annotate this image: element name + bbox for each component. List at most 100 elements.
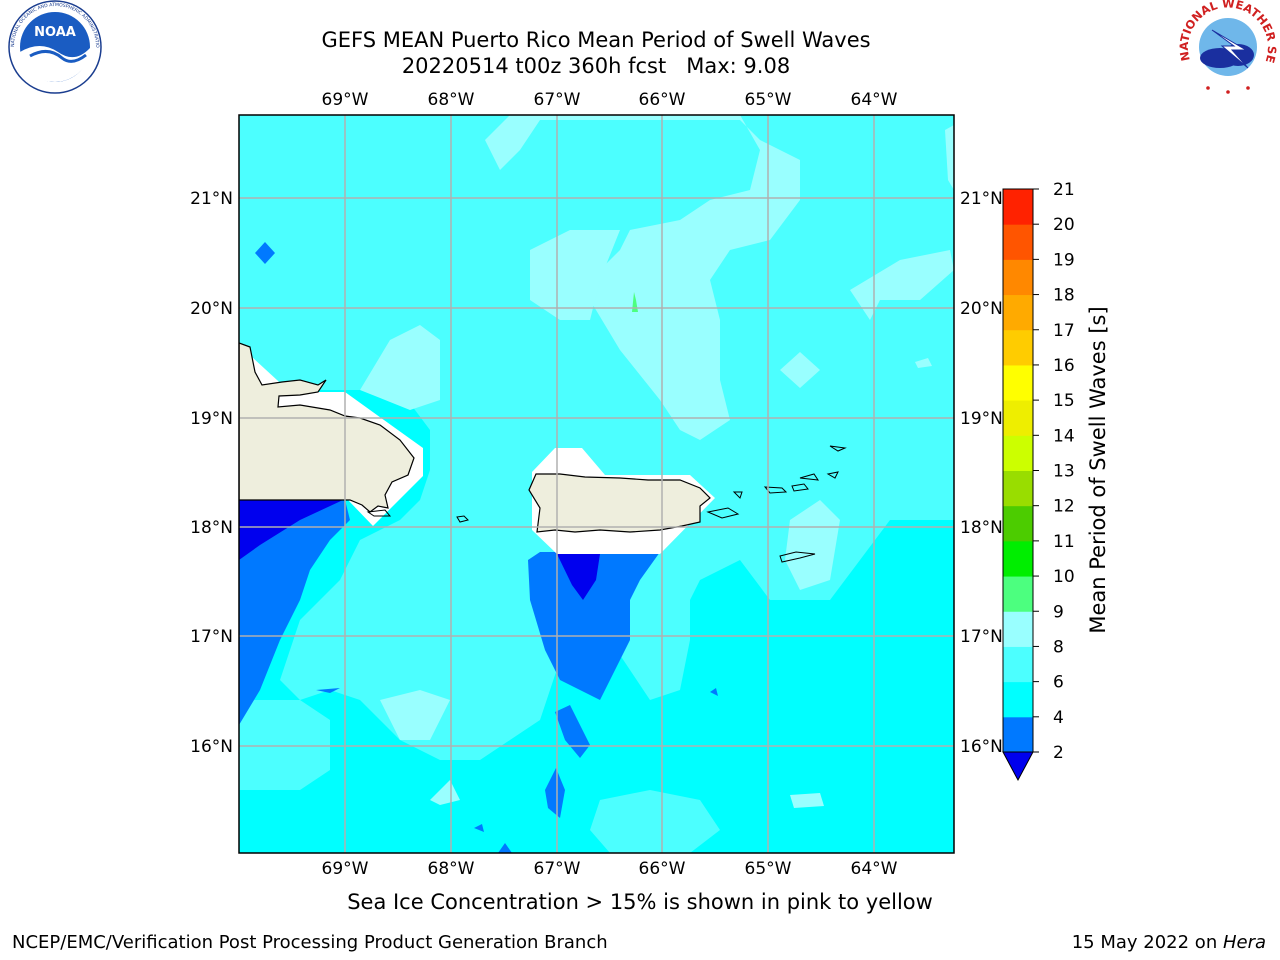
land-island [366, 509, 392, 517]
lon-tick-top: 64°W [851, 90, 898, 110]
gridlines [239, 115, 954, 853]
period-band-8-9 [360, 325, 440, 410]
period-band-8-9 [945, 125, 954, 190]
period-band-2-4 [316, 688, 340, 693]
period-band-8-9 [485, 115, 800, 440]
sea-ice-note: Sea Ice Concentration > 15% is shown in … [347, 890, 933, 914]
lon-tick-top: 65°W [745, 90, 792, 110]
svg-text:NATIONAL WEATHER SERVICE: NATIONAL WEATHER SERVICE [0, 0, 1279, 65]
colorbar-segment [1003, 681, 1033, 718]
colorbar-segment [1003, 716, 1033, 753]
period-band-8-9 [790, 793, 824, 808]
colorbar-extend-min [1002, 751, 1034, 782]
colorbar-tick-label: 9 [1053, 602, 1064, 622]
lat-tick-left: 18°N [190, 518, 233, 538]
run-date-prefix: 15 May 2022 on [1071, 932, 1223, 953]
colorbar-tick-label: 10 [1053, 567, 1075, 587]
nws-logo: NATIONAL WEATHER SERVICE [0, 0, 1279, 94]
lon-tick-bottom: 64°W [851, 859, 898, 879]
lat-tick-left: 17°N [190, 627, 233, 647]
lat-tick-right: 16°N [960, 737, 1003, 757]
land-island [826, 471, 839, 479]
period-band-8-9 [430, 780, 460, 805]
lon-tick-bottom: 68°W [428, 859, 475, 879]
lon-tick-bottom: 66°W [639, 859, 686, 879]
map-title: GEFS MEAN Puerto Rico Mean Period of Swe… [321, 28, 871, 52]
lat-tick-right: 20°N [960, 299, 1003, 319]
period-band-8-9 [530, 230, 620, 320]
period-band-9-10 [632, 292, 638, 312]
period-band-8-9 [915, 358, 932, 368]
colorbar-tick-label: 16 [1053, 356, 1075, 376]
period-band-2-4 [474, 824, 484, 832]
lon-tick-bottom: 65°W [745, 859, 792, 879]
period-band-6-8 [239, 115, 954, 760]
land-puerto-rico [528, 473, 711, 533]
lat-tick-right: 21°N [960, 189, 1003, 209]
colorbar-segment [1003, 435, 1033, 471]
lon-tick-top: 69°W [322, 90, 369, 110]
colorbar-segment [1003, 576, 1033, 612]
land-island [829, 445, 847, 452]
colorbar-segment [1003, 329, 1033, 366]
lat-tick-left: 16°N [190, 737, 233, 757]
lat-tick-left: 19°N [190, 409, 233, 429]
colorbar-segment [1003, 646, 1033, 683]
period-band-8-9 [785, 500, 840, 590]
colorbar: 2 4 6 8 9 10 11 12 13 14 15 16 17 18 19 20 21 [1002, 180, 1075, 782]
lon-tick-bottom: 67°W [534, 859, 581, 879]
period-band-2-4 [545, 768, 565, 818]
forecast-date: 20220514 t00z 360h fcst [401, 54, 667, 78]
map-frame [238, 114, 955, 854]
colorbar-tick-label: 17 [1053, 321, 1075, 341]
colorbar-tick-label: 13 [1053, 462, 1075, 482]
colorbar-tick-label: 19 [1053, 250, 1075, 270]
period-band-2-4 [710, 688, 718, 696]
colorbar-tick-label: 8 [1053, 637, 1064, 657]
colorbar-segment [1003, 364, 1033, 401]
max-value: Max: 9.08 [686, 54, 791, 78]
colorbar-tick-label: 14 [1053, 426, 1075, 446]
lat-tick-right: 19°N [960, 409, 1003, 429]
colorbar-label: Mean Period of Swell Waves [s] [1086, 306, 1110, 633]
colorbar-segment [1003, 470, 1033, 507]
lon-tick-top: 68°W [428, 90, 475, 110]
colorbar-segment [1003, 540, 1033, 577]
period-band-2-4 [255, 242, 275, 264]
land-island [791, 483, 809, 492]
noaa-logo-text: NOAA [34, 25, 76, 40]
land-island [456, 515, 469, 523]
colorbar-tick-label: 18 [1053, 286, 1075, 306]
period-band-2-4 [528, 552, 660, 700]
lat-tick-left: 20°N [190, 299, 233, 319]
lon-tick-bottom: 69°W [322, 859, 369, 879]
colorbar-segment [1003, 505, 1033, 542]
period-band-2-4 [555, 705, 590, 758]
map-subtitle: 20220514 t00z 360h fcst Max: 9.08 [296, 53, 896, 79]
colorbar-tick-label: 20 [1053, 215, 1075, 235]
colorbar-segment [1003, 611, 1033, 647]
colorbar-segment [1003, 224, 1033, 260]
land-island [706, 507, 740, 519]
land-island [799, 473, 820, 481]
lon-tick-top: 66°W [639, 90, 686, 110]
nws-ring-text: NATIONAL WEATHER SERVICE [0, 0, 1279, 65]
credit-text: NCEP/EMC/Verification Post Processing Pr… [12, 932, 608, 953]
lon-tick-top: 67°W [534, 90, 581, 110]
lat-tick-right: 18°N [960, 518, 1003, 538]
colorbar-tick-label: 2 [1053, 743, 1064, 763]
run-date: 15 May 2022 on Hera [1072, 932, 1266, 953]
colorbar-tick-label: 21 [1053, 180, 1075, 200]
period-band-8-9 [380, 690, 450, 740]
period-band-6-8 [590, 790, 720, 853]
period-band-8-9 [780, 352, 820, 388]
colorbar-segment [1003, 259, 1033, 296]
period-band-6-8 [239, 700, 330, 790]
colorbar-segment [1003, 189, 1033, 225]
colorbar-tick-label: 6 [1053, 673, 1064, 693]
lat-tick-right: 17°N [960, 627, 1003, 647]
period-band-8-9 [850, 250, 954, 320]
colorbar-segment [1003, 294, 1033, 331]
noaa-logo: NOAA NATIONAL OCEANIC AND ATMOSPHERIC AD… [0, 0, 102, 94]
